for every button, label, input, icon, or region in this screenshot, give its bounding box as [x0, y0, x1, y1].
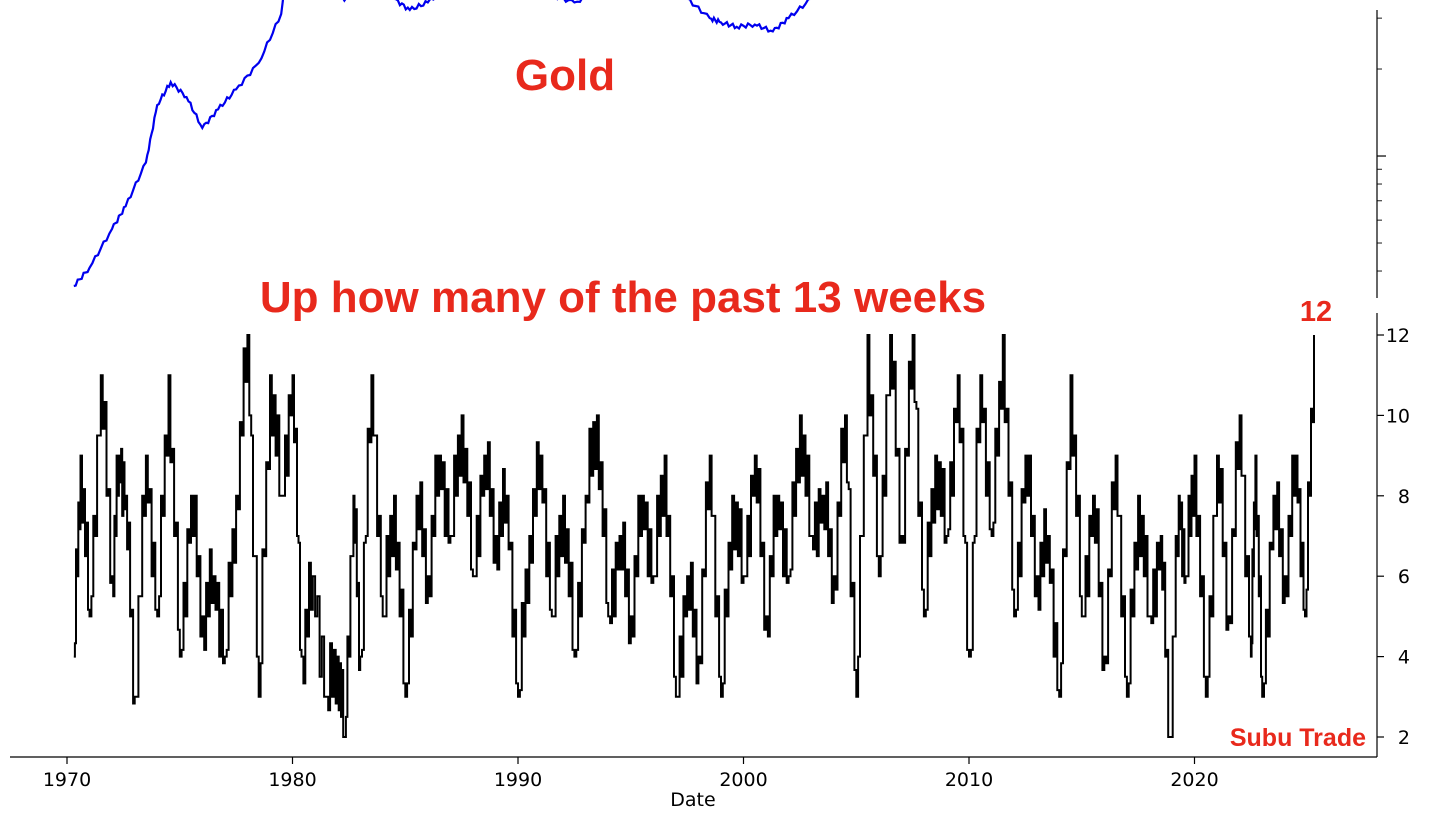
weeks-up-line [73, 334, 1315, 738]
weeks-up-panel-title: Up how many of the past 13 weeks [260, 273, 986, 322]
x-axis-ticks: 1970 1980 1990 2000 2010 2020 [43, 757, 1219, 791]
gold-panel: Gold [73, 0, 1386, 298]
gold-price-line [73, 0, 811, 288]
last-value-annotation: 12 [1300, 296, 1332, 328]
watermark: Subu Trade [1230, 724, 1366, 752]
x-tick-label: 1980 [268, 769, 316, 791]
y-tick-label: 4 [1398, 647, 1410, 669]
gold-panel-title: Gold [515, 51, 615, 100]
gold-panel-log-ticks [1377, 17, 1386, 272]
y-tick-label: 8 [1398, 486, 1410, 508]
y-tick-label: 6 [1398, 566, 1410, 588]
y-tick-label: 2 [1398, 727, 1410, 749]
y-tick-label: 10 [1386, 405, 1410, 427]
x-tick-label: 2020 [1170, 769, 1218, 791]
x-axis-label: Date [670, 789, 715, 811]
y-axis-ticks: 2 4 6 8 10 12 [1377, 325, 1410, 749]
x-tick-label: 2010 [945, 769, 993, 791]
y-tick-label: 12 [1386, 325, 1410, 347]
x-tick-label: 2000 [719, 769, 767, 791]
x-tick-label: 1970 [43, 769, 91, 791]
weeks-up-panel: 1970 1980 1990 2000 2010 2020 2 4 6 8 10 12 Up how… [10, 273, 1410, 811]
x-tick-label: 1990 [494, 769, 542, 791]
